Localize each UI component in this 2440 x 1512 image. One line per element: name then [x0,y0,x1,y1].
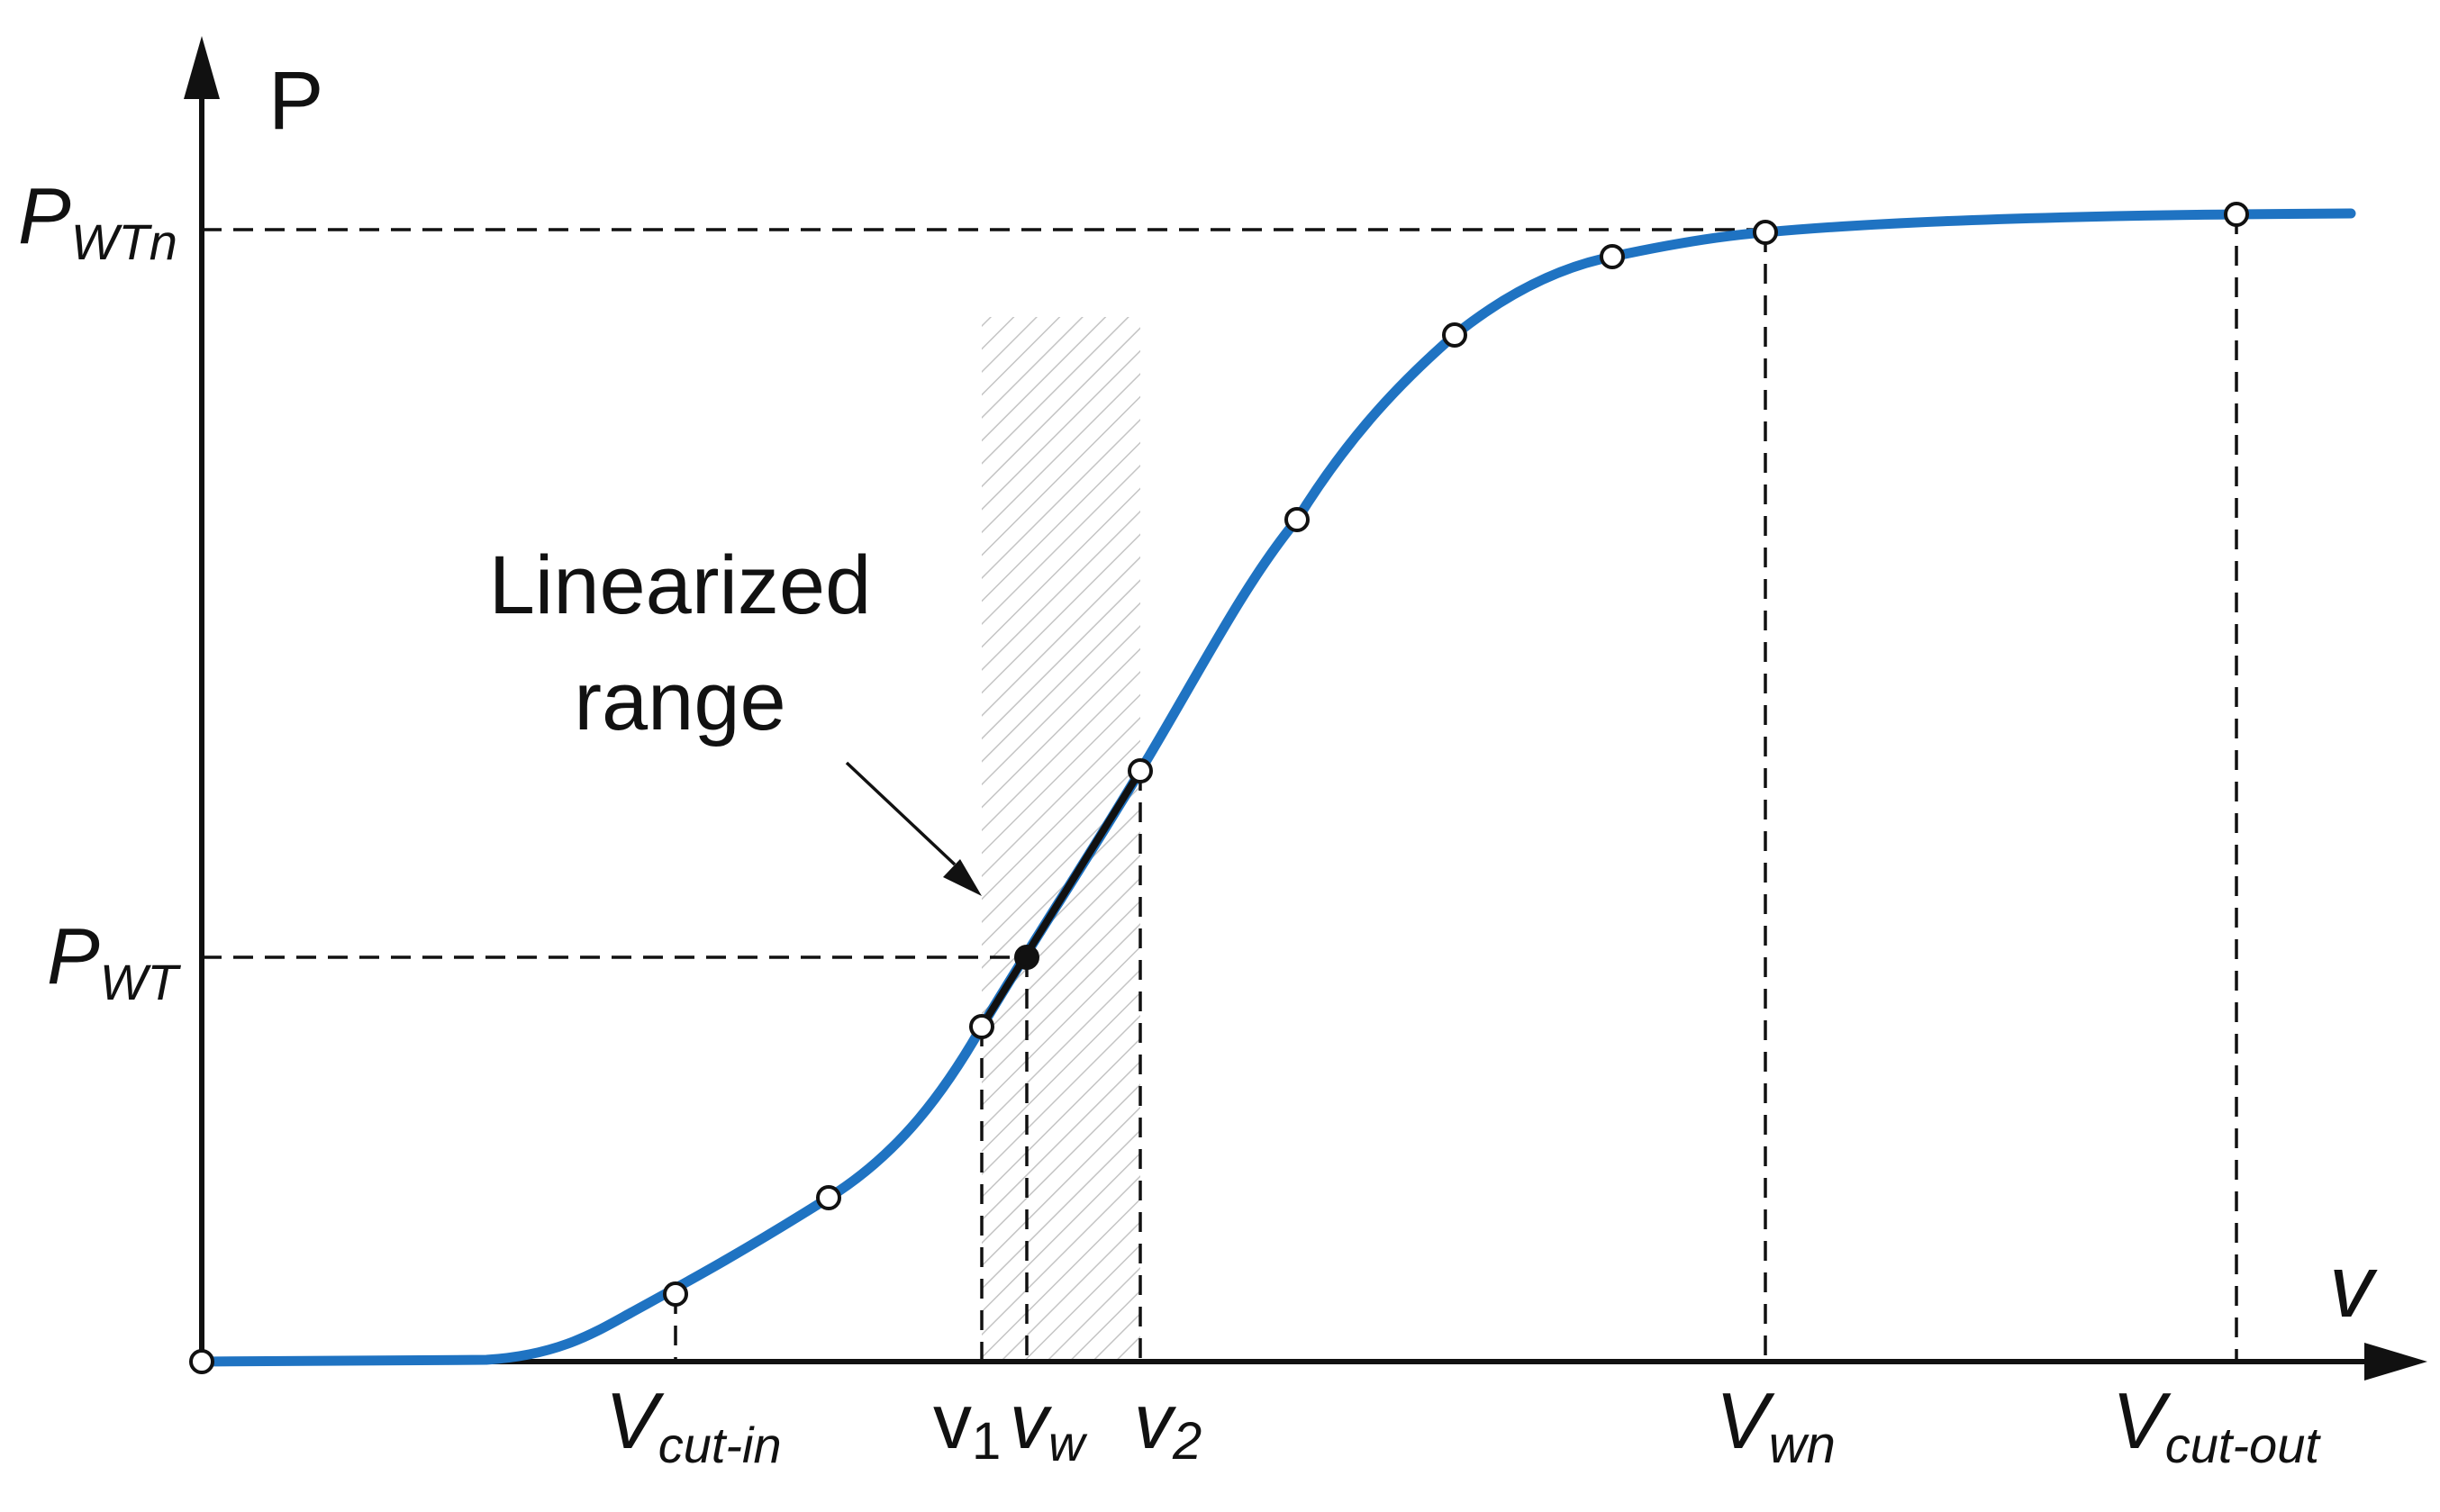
curve-point-v2 [1128,758,1153,783]
annotation-arrow-line [845,761,957,866]
annotation-line-2: range [574,656,785,747]
linearized-range-region [982,317,1140,1362]
curve-point-vw [1014,945,1039,970]
x-axis-arrowhead [2364,1343,2427,1381]
y-marker-pwtn: PWTn [18,171,177,270]
y-axis-arrowhead [184,36,220,99]
x-marker-v2: v2 [1134,1379,1202,1471]
curve-point [1442,322,1467,348]
curve-point-vwn [1753,220,1778,245]
curve-point [1600,244,1625,269]
curve-point [816,1185,841,1210]
linearized-segment [978,768,1144,1029]
x-marker-v1: v1 [933,1379,1001,1471]
y-marker-pwt: PWT [47,911,182,1010]
x-marker-vwn: Vwn [1716,1376,1836,1474]
curve-point-cut-out [2224,202,2249,227]
power-curve [196,208,2356,1367]
y-axis-title: P [268,55,323,147]
curve-point-cut-in [663,1281,688,1307]
curve-point-v1 [969,1014,994,1039]
curve-point [1284,507,1310,532]
x-marker-vcutout: Vcut-out [2112,1376,2321,1473]
x-axis-title: v [2329,1236,2378,1335]
x-marker-vw: vw [1010,1379,1088,1471]
curve-point-origin [189,1349,214,1374]
annotation-line-1: Linearized [489,539,872,631]
annotation-arrowhead [943,859,982,896]
x-marker-vcutin: Vcut-in [605,1376,782,1473]
